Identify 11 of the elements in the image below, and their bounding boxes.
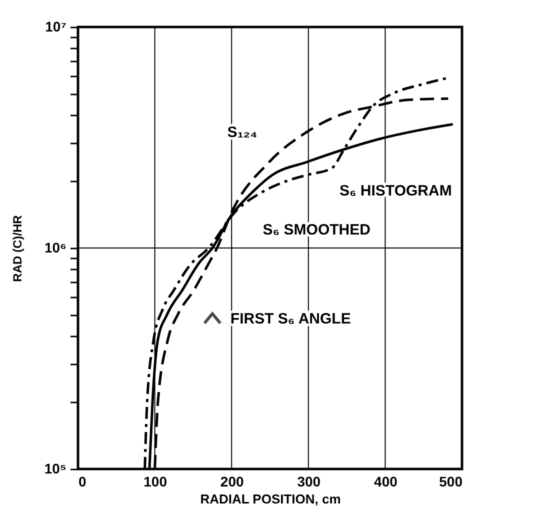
y-tick-label: 10⁵ <box>44 460 66 476</box>
x-tick-label: 500 <box>439 474 463 490</box>
x-axis-title: RADIAL POSITION, cm <box>200 492 341 506</box>
x-tick-label: 300 <box>297 474 321 490</box>
x-tick-label: 200 <box>220 474 244 490</box>
y-tick-label: 10⁶ <box>44 240 66 256</box>
x-tick-label: 100 <box>144 474 168 490</box>
y-axis-title: RAD (C)/HR <box>10 214 24 282</box>
x-tick-label: 400 <box>374 474 398 490</box>
x-tick-label: 0 <box>78 474 86 490</box>
y-tick-label: 10⁷ <box>45 18 67 34</box>
